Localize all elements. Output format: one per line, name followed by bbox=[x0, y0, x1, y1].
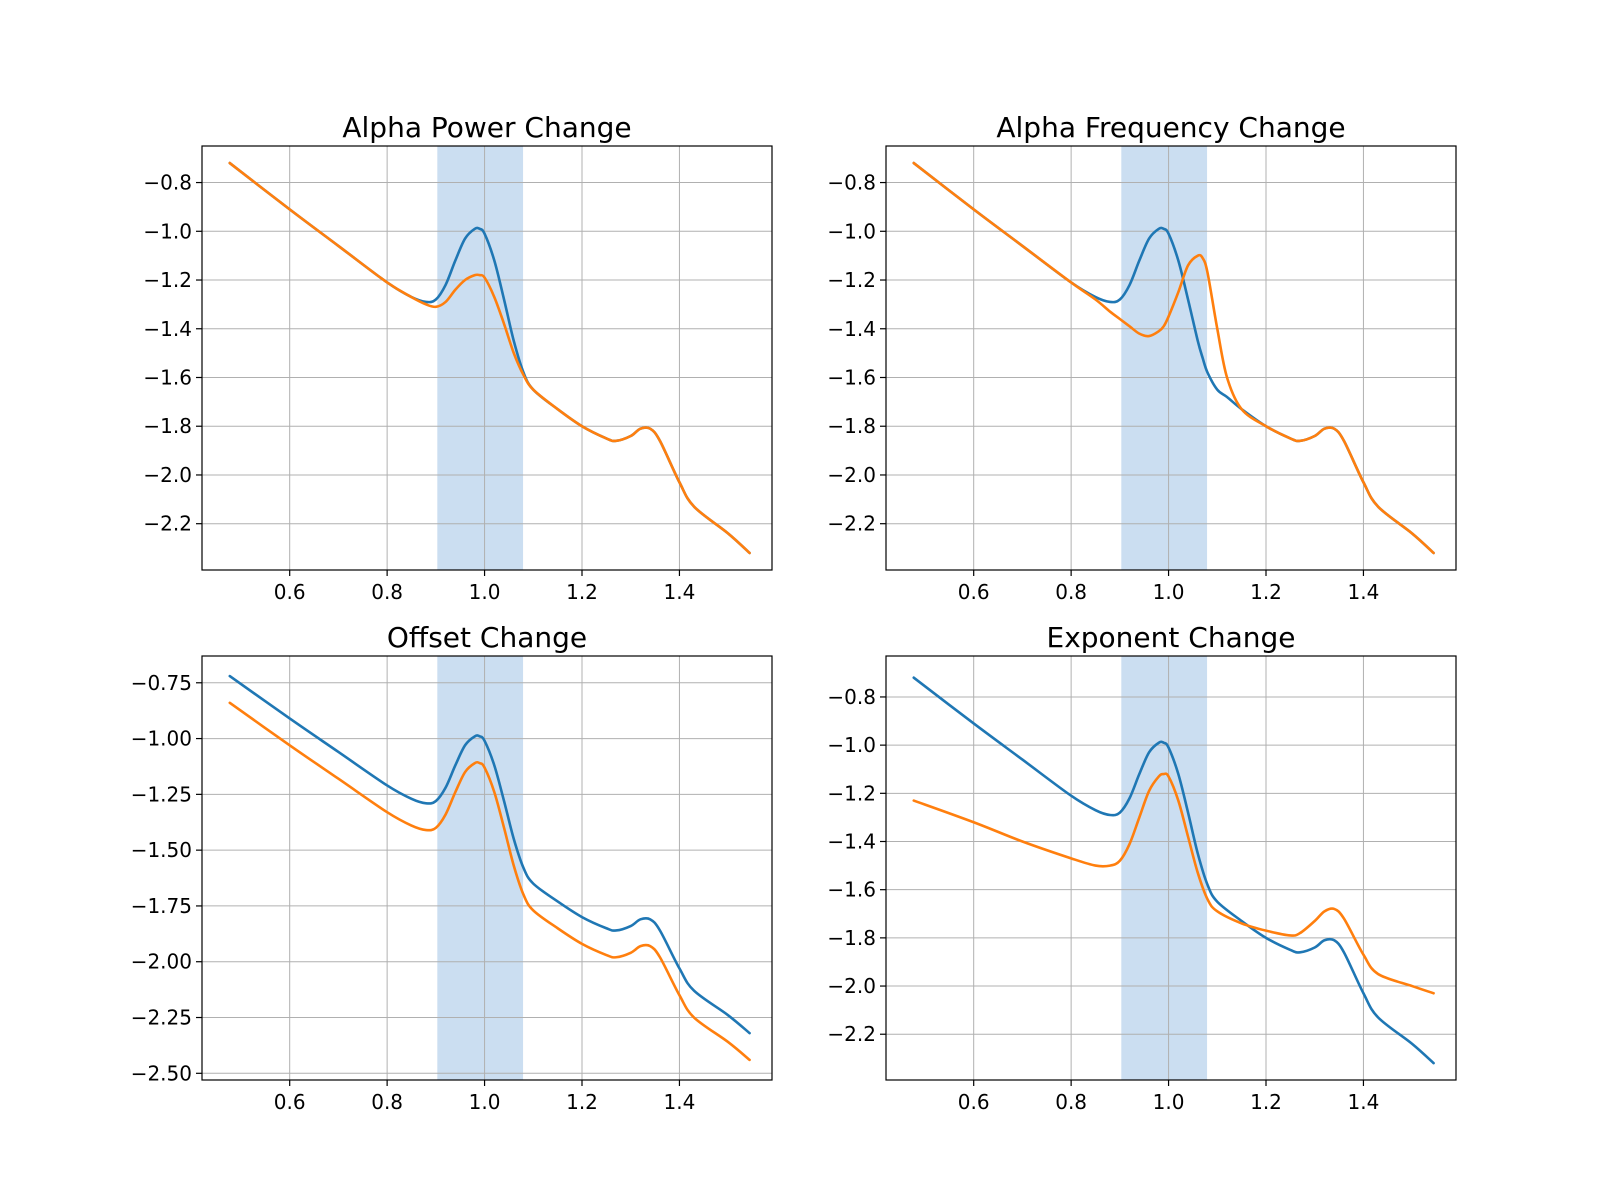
panel-title: Alpha Frequency Change bbox=[996, 111, 1345, 144]
series-line-1 bbox=[228, 674, 751, 1035]
panel-alpha-power-change: Alpha Power Change 0.6 0.8 1.0 1.2 1.4 −0.8 −1… bbox=[143, 111, 773, 604]
panel-title: Alpha Power Change bbox=[342, 111, 631, 144]
x-tick-label: 1.2 bbox=[566, 580, 598, 604]
series-line-1 bbox=[912, 676, 1435, 1065]
series-line-2 bbox=[912, 161, 1435, 555]
x-tick-label: 1.4 bbox=[1348, 1090, 1380, 1114]
y-tick-label: −1.6 bbox=[827, 878, 876, 902]
x-tick-label: 1.4 bbox=[664, 1090, 696, 1114]
x-tick-label: 0.6 bbox=[958, 1090, 990, 1114]
y-tick-label: −2.0 bbox=[143, 463, 192, 487]
y-tick-label: −2.0 bbox=[827, 974, 876, 998]
y-tick-label: −0.8 bbox=[827, 171, 876, 195]
y-tick-label: −2.00 bbox=[131, 950, 192, 974]
y-tick-label: −2.2 bbox=[827, 1022, 876, 1046]
y-tick-label: −2.2 bbox=[143, 512, 192, 536]
panel-alpha-frequency-change: Alpha Frequency Change 0.6 0.8 1.0 1.2 1.4 −0… bbox=[827, 111, 1457, 604]
x-tick-label: 1.4 bbox=[1348, 580, 1380, 604]
series-line-2 bbox=[912, 772, 1435, 995]
y-tick-label: −1.4 bbox=[827, 830, 876, 854]
y-tick-label: −1.6 bbox=[827, 365, 876, 389]
y-tick-label: −1.0 bbox=[827, 219, 876, 243]
panel-title: Exponent Change bbox=[1047, 621, 1296, 654]
y-tick-label: −1.4 bbox=[827, 317, 876, 341]
y-tick-label: −1.8 bbox=[827, 414, 876, 438]
x-tick-label: 0.8 bbox=[1055, 1090, 1087, 1114]
x-tick-label: 1.2 bbox=[566, 1090, 598, 1114]
y-tick-label: −2.0 bbox=[827, 463, 876, 487]
y-tick-label: −0.8 bbox=[143, 171, 192, 195]
y-tick-label: −2.25 bbox=[131, 1006, 192, 1030]
y-tick-label: −1.6 bbox=[143, 365, 192, 389]
x-tick-label: 1.0 bbox=[469, 1090, 501, 1114]
x-tick-label: 1.0 bbox=[469, 580, 501, 604]
x-tick-label: 0.8 bbox=[371, 1090, 403, 1114]
y-tick-label: −1.75 bbox=[131, 894, 192, 918]
shaded-band bbox=[1121, 146, 1208, 570]
y-tick-label: −1.0 bbox=[827, 733, 876, 757]
y-tick-label: −1.2 bbox=[143, 268, 192, 292]
panel-title: Offset Change bbox=[387, 621, 587, 654]
x-tick-label: 0.6 bbox=[274, 580, 306, 604]
plot-frame bbox=[201, 655, 773, 1081]
y-tick-label: −2.50 bbox=[131, 1061, 192, 1085]
y-tick-label: −1.2 bbox=[827, 781, 876, 805]
panel-offset-change: Offset Change 0.6 0.8 1.0 1.2 1.4 −0.75 −1.00 −… bbox=[131, 621, 773, 1114]
x-tick-label: 1.2 bbox=[1250, 1090, 1282, 1114]
x-tick-label: 0.6 bbox=[958, 580, 990, 604]
shaded-band bbox=[437, 146, 524, 570]
series-line-2 bbox=[228, 701, 751, 1062]
plot-frame bbox=[885, 655, 1457, 1081]
y-tick-label: −1.8 bbox=[827, 926, 876, 950]
y-tick-label: −1.2 bbox=[827, 268, 876, 292]
y-tick-label: −2.2 bbox=[827, 512, 876, 536]
y-tick-label: −1.50 bbox=[131, 838, 192, 862]
shaded-band bbox=[437, 656, 524, 1080]
y-tick-label: −1.8 bbox=[143, 414, 192, 438]
y-tick-label: −1.4 bbox=[143, 317, 192, 341]
plot-frame bbox=[885, 145, 1457, 571]
x-tick-label: 0.8 bbox=[1055, 580, 1087, 604]
y-tick-label: −1.00 bbox=[131, 727, 192, 751]
x-tick-label: 0.6 bbox=[274, 1090, 306, 1114]
y-tick-label: −1.0 bbox=[143, 219, 192, 243]
x-tick-label: 1.2 bbox=[1250, 580, 1282, 604]
y-tick-label: −0.75 bbox=[131, 671, 192, 695]
shaded-band bbox=[1121, 656, 1208, 1080]
x-tick-label: 1.0 bbox=[1153, 1090, 1185, 1114]
x-tick-label: 1.4 bbox=[664, 580, 696, 604]
x-tick-label: 1.0 bbox=[1153, 580, 1185, 604]
series-line-2 bbox=[228, 161, 751, 555]
plot-frame bbox=[201, 145, 773, 571]
x-tick-label: 0.8 bbox=[371, 580, 403, 604]
panel-exponent-change: Exponent Change 0.6 0.8 1.0 1.2 1.4 −0.8 −1.0 −… bbox=[827, 621, 1457, 1114]
y-tick-label: −1.25 bbox=[131, 782, 192, 806]
y-tick-label: −0.8 bbox=[827, 685, 876, 709]
